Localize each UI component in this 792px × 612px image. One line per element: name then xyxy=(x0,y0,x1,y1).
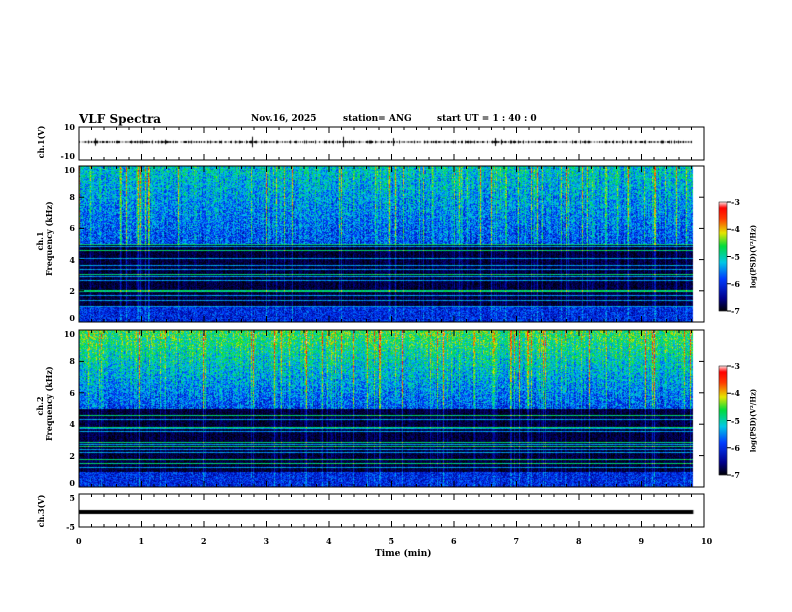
y-tick-label: 2 xyxy=(69,450,75,461)
colorbar-tick-label: -3 xyxy=(731,197,740,207)
y-tick-label: 4 xyxy=(69,419,75,430)
ch3-ylabel: ch.3(V) xyxy=(36,494,46,528)
x-axis-label: Time (min) xyxy=(375,549,432,559)
x-tick-label: 4 xyxy=(326,536,332,546)
panel-frame xyxy=(78,165,705,323)
y-tick-label: 4 xyxy=(69,254,75,265)
freq-label: Frequency (kHz) xyxy=(44,201,54,276)
freq-label: Frequency (kHz) xyxy=(44,366,54,441)
panel-frame xyxy=(78,329,705,488)
y-tick-label: -10 xyxy=(60,151,75,161)
colorbar-tick-label: -7 xyxy=(731,306,740,316)
colorbar2-label: log(PSD)(V²/Hz) xyxy=(748,388,758,453)
x-tick-label: 1 xyxy=(138,536,145,546)
y-tick-label: 5 xyxy=(69,493,75,503)
y-tick-label: 0 xyxy=(69,478,75,488)
colorbar-tick-label: -6 xyxy=(731,278,740,289)
y-tick-label: 6 xyxy=(69,387,75,398)
x-tick-label: 3 xyxy=(263,536,270,546)
colorbar xyxy=(718,365,728,476)
colorbar-tick-label: -5 xyxy=(731,251,740,262)
y-tick-label: 10 xyxy=(63,122,75,132)
y-tick-label: 10 xyxy=(63,329,75,339)
colorbar xyxy=(718,201,728,312)
figure-title: VLF Spectra xyxy=(79,112,162,126)
x-tick-label: 7 xyxy=(513,536,520,546)
x-tick-label: 10 xyxy=(701,536,713,546)
colorbar-tick-label: -4 xyxy=(731,388,740,399)
y-tick-label: 8 xyxy=(69,356,75,367)
x-tick-label: 9 xyxy=(638,536,645,546)
x-tick-label: 5 xyxy=(388,536,395,546)
date-label: Nov.16, 2025 xyxy=(251,114,317,124)
y-tick-label: 8 xyxy=(69,192,75,203)
start-time-label: start UT = 1 : 40 : 0 xyxy=(437,114,537,124)
ch1-ylabel: ch.1(V) xyxy=(36,125,46,159)
station-label: station= ANG xyxy=(343,114,412,124)
x-tick-label: 6 xyxy=(451,536,457,546)
y-tick-label: 0 xyxy=(69,313,75,323)
colorbar-tick-label: -7 xyxy=(731,470,740,480)
ch1-freq-ylabel: ch.1 Frequency (kHz) xyxy=(35,201,54,276)
ch2-freq-ylabel: ch.2 Frequency (kHz) xyxy=(35,366,54,441)
y-tick-label: 6 xyxy=(69,223,75,234)
colorbar-tick-label: -4 xyxy=(731,224,740,235)
x-tick-label: 2 xyxy=(201,536,207,546)
x-tick-label: 8 xyxy=(576,536,582,546)
colorbar-tick-label: -3 xyxy=(731,361,740,371)
x-tick-label: 0 xyxy=(76,536,82,546)
y-tick-label: 2 xyxy=(69,285,75,296)
colorbar-tick-label: -6 xyxy=(731,442,740,453)
colorbar1-label: log(PSD)(V²/Hz) xyxy=(748,224,758,289)
colorbar-tick-label: -5 xyxy=(731,415,740,426)
y-tick-label: 10 xyxy=(63,165,75,175)
y-tick-label: -5 xyxy=(66,522,75,532)
